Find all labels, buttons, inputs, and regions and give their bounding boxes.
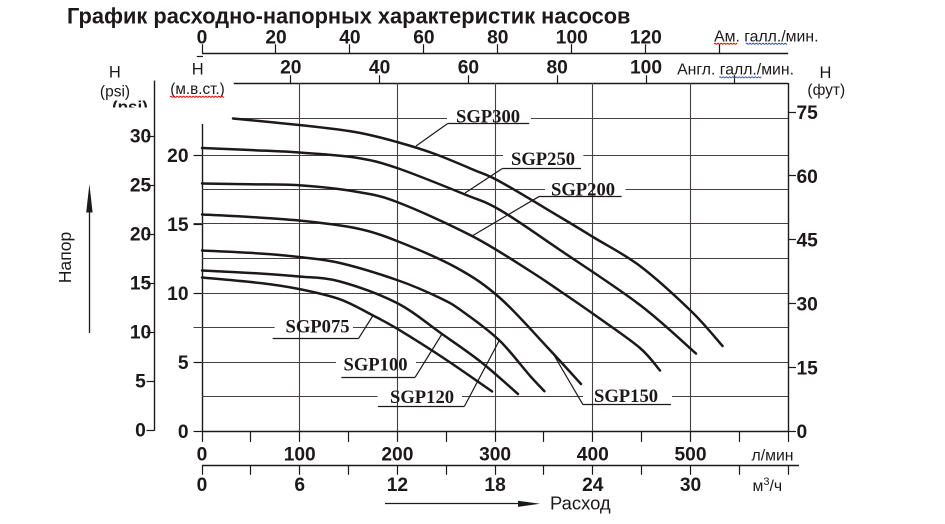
svg-text:45: 45 <box>797 231 819 252</box>
svg-text:0: 0 <box>197 475 208 496</box>
svg-text:15: 15 <box>167 215 189 236</box>
svg-text:15: 15 <box>797 358 819 379</box>
svg-text:60: 60 <box>797 167 818 188</box>
svg-text:Англ. галл./мин.: Англ. галл./мин. <box>677 61 794 78</box>
svg-text:15: 15 <box>130 274 152 295</box>
svg-text:0: 0 <box>197 444 208 465</box>
svg-text:5: 5 <box>178 353 189 374</box>
svg-text:SGP100: SGP100 <box>344 355 408 376</box>
svg-text:100: 100 <box>630 57 662 78</box>
svg-text:0: 0 <box>197 28 208 49</box>
svg-text:H: H <box>192 60 204 78</box>
svg-text:(м.в.ст.): (м.в.ст.) <box>170 81 225 98</box>
svg-text:5: 5 <box>135 371 146 392</box>
svg-text:Ам. галл./мин.: Ам. галл./мин. <box>714 28 818 45</box>
svg-text:H: H <box>109 63 121 81</box>
svg-text:80: 80 <box>547 57 568 78</box>
svg-text:H: H <box>820 64 832 82</box>
svg-text:(фут): (фут) <box>807 82 845 99</box>
svg-text:20: 20 <box>130 225 151 246</box>
svg-text:30: 30 <box>680 475 701 496</box>
svg-text:60: 60 <box>458 57 479 78</box>
svg-text:120: 120 <box>630 28 662 49</box>
svg-text:500: 500 <box>674 444 706 465</box>
svg-text:100: 100 <box>556 28 588 49</box>
svg-text:SGP300: SGP300 <box>456 107 520 128</box>
svg-text:0: 0 <box>135 420 146 441</box>
svg-text:20: 20 <box>167 146 188 167</box>
svg-text:(psi): (psi) <box>112 98 148 117</box>
svg-text:SGP075: SGP075 <box>286 317 350 338</box>
svg-text:6: 6 <box>294 475 305 496</box>
svg-text:75: 75 <box>797 103 819 124</box>
svg-text:л/мин: л/мин <box>752 447 794 464</box>
svg-text:400: 400 <box>577 444 609 465</box>
svg-text:200: 200 <box>381 444 413 465</box>
svg-text:0: 0 <box>797 422 808 443</box>
svg-text:10: 10 <box>167 284 188 305</box>
svg-text:20: 20 <box>265 28 286 49</box>
svg-text:40: 40 <box>339 28 360 49</box>
svg-text:80: 80 <box>487 28 508 49</box>
svg-text:(psi): (psi) <box>100 84 130 101</box>
svg-text:18: 18 <box>484 475 506 496</box>
svg-text:Расход: Расход <box>550 493 611 514</box>
svg-text:12: 12 <box>387 475 408 496</box>
svg-text:SGP250: SGP250 <box>511 149 575 170</box>
svg-text:60: 60 <box>413 28 434 49</box>
svg-text:20: 20 <box>280 57 301 78</box>
svg-text:30: 30 <box>797 295 818 316</box>
svg-text:SGP200: SGP200 <box>551 179 615 200</box>
svg-text:40: 40 <box>369 57 390 78</box>
svg-text:30: 30 <box>130 127 151 148</box>
svg-text:Напор: Напор <box>55 231 75 283</box>
svg-text:График расходно-напорных харак: График расходно-напорных характеристик н… <box>67 4 630 29</box>
svg-text:300: 300 <box>479 444 511 465</box>
svg-text:SGP120: SGP120 <box>390 387 454 408</box>
svg-text:25: 25 <box>130 176 152 197</box>
svg-text:100: 100 <box>284 444 316 465</box>
svg-text:SGP150: SGP150 <box>594 386 658 407</box>
svg-text:0: 0 <box>178 422 189 443</box>
svg-text:24: 24 <box>582 475 604 496</box>
svg-text:м3/ч: м3/ч <box>753 476 783 495</box>
svg-text:10: 10 <box>130 323 151 344</box>
